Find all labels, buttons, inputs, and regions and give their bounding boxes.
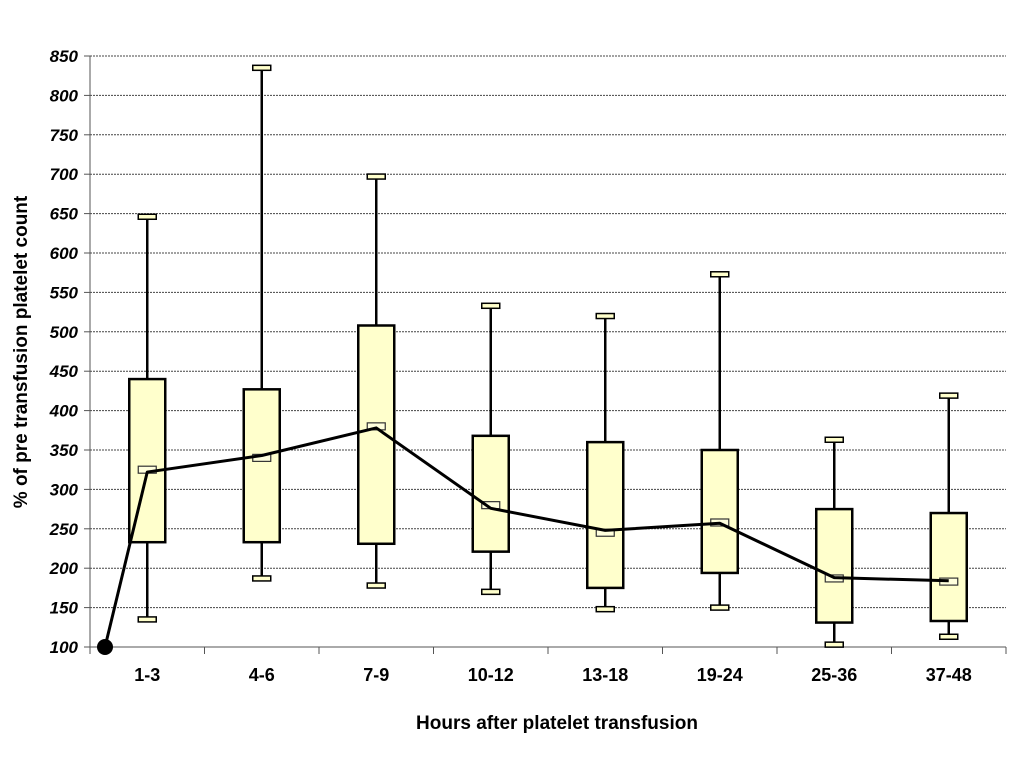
max-cap	[481, 302, 501, 310]
x-tick-label: 19-24	[697, 665, 743, 685]
y-axis-title: % of pre transfusion platelet count	[11, 195, 32, 508]
iqr-box	[586, 440, 625, 590]
median-marker	[366, 422, 386, 431]
min-cap	[252, 575, 272, 582]
y-tick-label: 150	[50, 599, 79, 618]
min-cap	[366, 582, 386, 589]
baseline-point	[97, 639, 113, 655]
box-series	[128, 64, 968, 648]
y-tick-label: 350	[50, 441, 79, 460]
x-tick-label: 4-6	[249, 665, 275, 685]
y-tick-label: 850	[50, 47, 79, 66]
min-cap	[710, 604, 730, 611]
iqr-box	[700, 448, 739, 575]
iqr-box	[471, 434, 510, 553]
min-cap	[824, 641, 844, 648]
iqr-box	[357, 324, 396, 546]
max-cap	[252, 64, 272, 72]
x-tick-label: 25-36	[811, 665, 857, 685]
x-tick-label: 13-18	[582, 665, 628, 685]
iqr-box	[815, 507, 854, 624]
y-tick-label: 450	[49, 362, 79, 381]
box-7-9	[357, 173, 396, 589]
box-25-36	[815, 436, 854, 648]
plot-area	[90, 56, 1006, 647]
y-tick-label: 800	[50, 86, 79, 105]
y-tick-label: 500	[50, 323, 79, 342]
y-tick-label: 100	[50, 638, 79, 657]
y-tick-label: 200	[49, 559, 79, 578]
max-cap	[939, 392, 959, 399]
max-cap	[824, 436, 844, 444]
y-tick-label: 650	[50, 205, 79, 224]
x-tick-label: 7-9	[363, 665, 389, 685]
box-37-48	[929, 392, 968, 641]
x-tick-label: 37-48	[926, 665, 972, 685]
x-tick-label: 1-3	[134, 665, 160, 685]
x-axis-ticks: 1-3 4-6 7-9 10-12 13-18 19-24 25-36 37-48	[89, 647, 1007, 685]
min-cap	[481, 588, 501, 596]
max-cap	[366, 173, 386, 180]
y-tick-label: 700	[50, 165, 79, 184]
y-tick-label: 750	[50, 126, 79, 145]
x-axis-title: Hours after platelet transfusion	[416, 713, 698, 734]
max-cap	[595, 312, 615, 320]
y-tick-label: 400	[49, 402, 79, 421]
min-cap	[595, 605, 615, 613]
box-19-24	[700, 271, 739, 611]
box-4-6	[242, 64, 281, 582]
iqr-box	[242, 388, 281, 544]
y-tick-label: 300	[50, 480, 79, 499]
box-10-12	[471, 302, 510, 596]
box-13-18	[586, 312, 625, 613]
mean-line	[103, 426, 949, 648]
max-cap	[137, 213, 157, 221]
min-cap	[939, 633, 959, 641]
y-tick-label: 600	[50, 244, 79, 263]
iqr-box	[128, 377, 167, 544]
mean-line-series	[97, 426, 949, 655]
iqr-box	[929, 511, 968, 623]
box-1-3	[128, 213, 167, 623]
max-cap	[710, 271, 730, 278]
y-tick-label: 550	[50, 283, 79, 302]
min-cap	[137, 616, 157, 623]
y-tick-label: 250	[49, 520, 79, 539]
x-tick-label: 10-12	[468, 665, 514, 685]
y-axis-ticks: 100 150 200 250 300 350 400 450 500 550 600 650 700 7…	[49, 47, 90, 657]
